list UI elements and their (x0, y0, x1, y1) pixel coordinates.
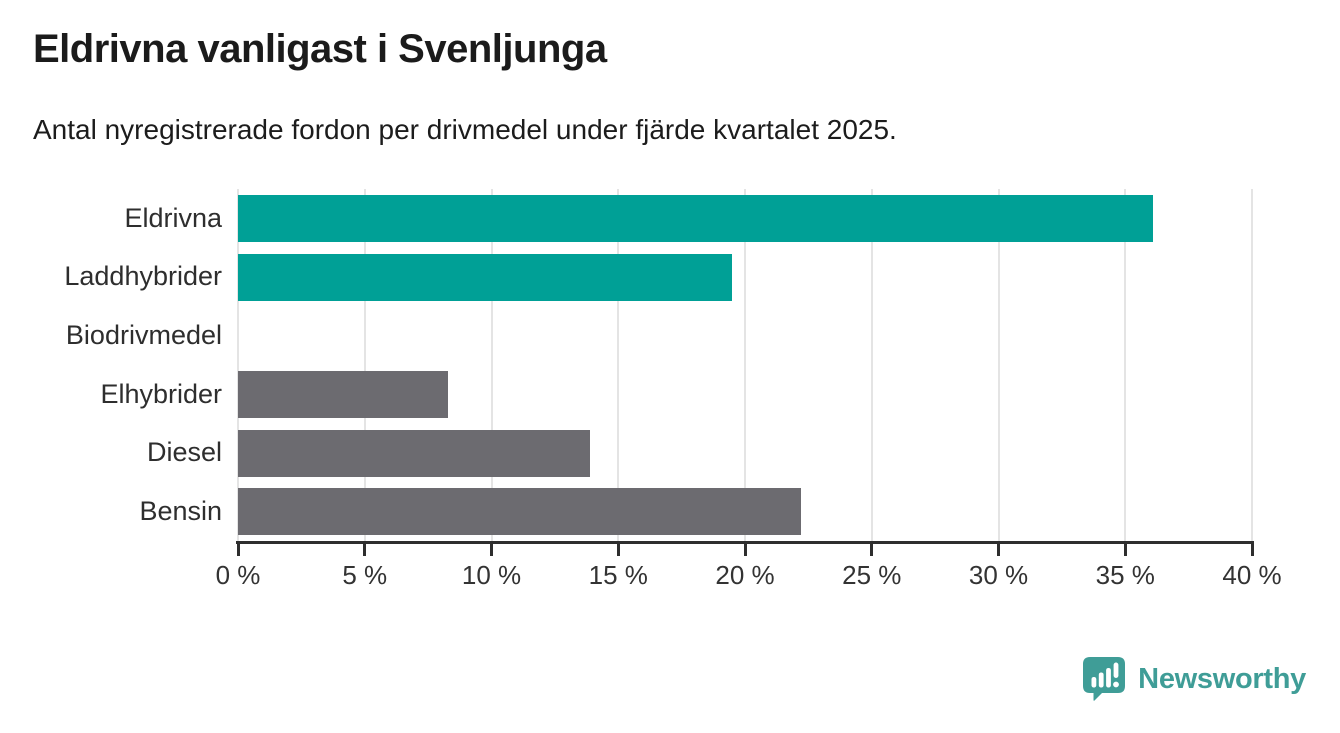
category-label-diesel: Diesel (146, 437, 222, 468)
x-axis-tick-label: 30 % (968, 560, 1029, 590)
gridline (997, 189, 1000, 541)
bar-elhybrider (238, 370, 449, 418)
x-axis-tick (1250, 541, 1254, 556)
x-axis-tick (616, 541, 620, 556)
bar-laddhybrider (238, 253, 733, 301)
x-axis-tick (236, 541, 240, 556)
category-label-elhybrider: Elhybrider (100, 378, 222, 409)
gridline (1251, 189, 1253, 541)
gridline (870, 189, 873, 541)
newsworthy-logo-text: Newsworthy (1138, 662, 1306, 695)
x-axis-tick-label: 10 % (461, 560, 522, 590)
gridline (490, 189, 493, 541)
category-axis: Eldrivna Laddhybrider Biodrivmedel Elhybrid… (0, 189, 222, 541)
category-label-bensin: Bensin (139, 496, 222, 527)
gridline (1124, 189, 1127, 541)
x-axis-tick-label: 20 % (715, 560, 775, 590)
gridline (744, 189, 746, 541)
x-axis-tick-label: 5 % (342, 560, 388, 590)
x-axis-tick-label: 25 % (842, 560, 902, 590)
plot-area: 0 % 5 % 10 % 15 % 20 % 25 % 30 % 35 % 40 % (216, 189, 1282, 590)
x-axis-tick (870, 541, 874, 556)
x-axis-tick-label: 40 % (1222, 560, 1282, 590)
x-axis-tick (1123, 541, 1127, 556)
gridline (363, 189, 366, 541)
category-label-biodrivmedel: Biodrivmedel (65, 320, 222, 351)
bar-diesel (238, 429, 591, 477)
x-axis-tick (997, 541, 1000, 556)
x-axis-tick (490, 541, 493, 556)
x-axis-tick-label: 35 % (1095, 560, 1155, 590)
bar-chart-speech-bubble-icon (1083, 657, 1126, 701)
chart-title: Eldrivna vanligast i Svenljunga (33, 27, 607, 71)
x-axis-tick-label: 0 % (215, 560, 261, 590)
category-label-laddhybrider: Laddhybrider (64, 261, 222, 292)
x-axis-tick (743, 541, 747, 556)
gridline (237, 189, 239, 541)
x-axis-tick (363, 541, 367, 556)
bar-eldrivna (238, 194, 1154, 242)
bar-bensin (238, 488, 801, 536)
category-label-eldrivna: Eldrivna (124, 202, 222, 233)
chart-subtitle: Antal nyregistrerade fordon per drivmede… (33, 114, 897, 145)
newsworthy-logo: Newsworthy (1081, 655, 1306, 703)
x-axis-tick-label: 15 % (588, 560, 648, 590)
gridline (617, 189, 620, 541)
